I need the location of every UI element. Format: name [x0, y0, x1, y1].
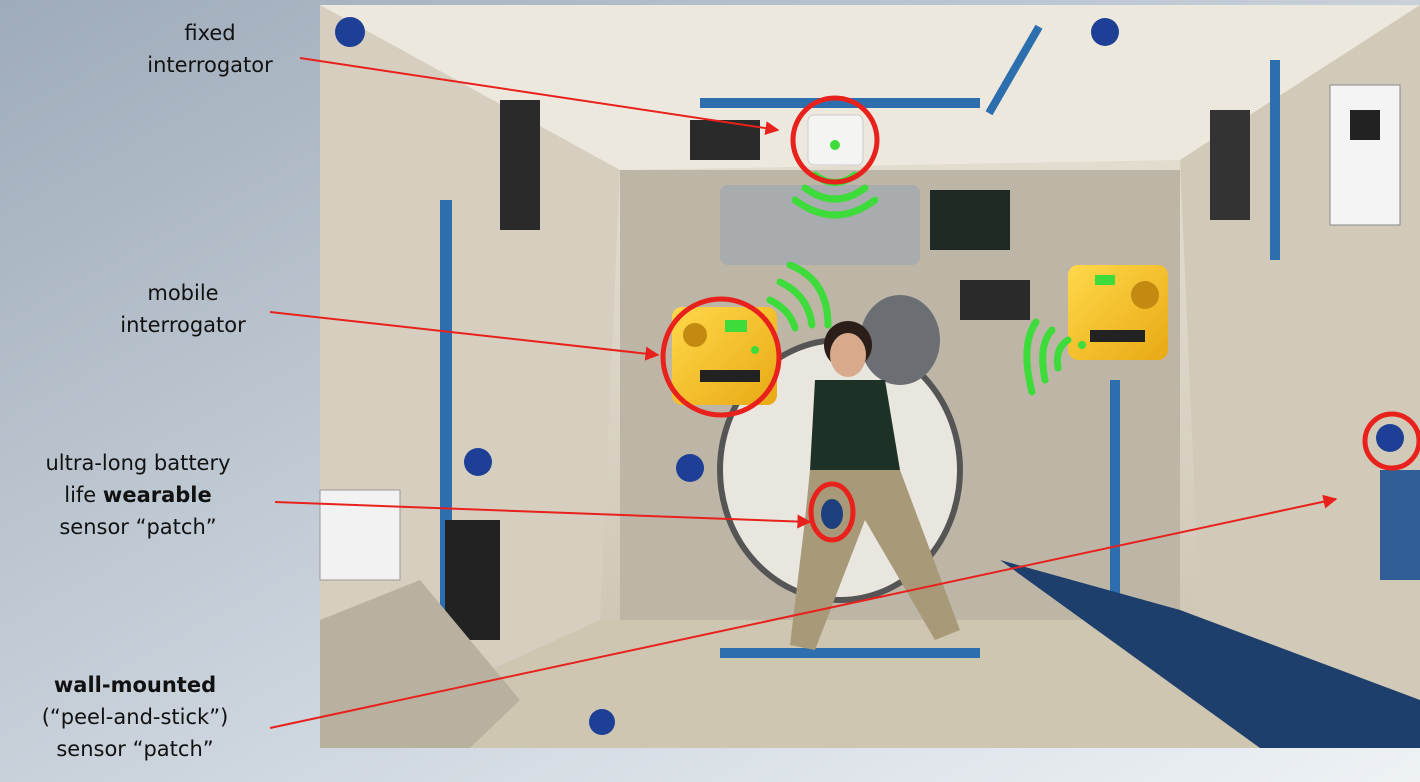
annotation-line: wall-mounted — [54, 673, 216, 697]
text: ultra-long battery — [45, 451, 230, 475]
text: sensor “patch” — [59, 515, 216, 539]
annotation-line: mobile — [147, 281, 218, 305]
annotation-line: ultra-long battery — [45, 451, 230, 475]
text: (“peel-and-stick”) — [42, 705, 229, 729]
text: fixed — [184, 21, 235, 45]
annotation-line: life wearable — [64, 483, 212, 507]
bold-text: wearable — [103, 483, 212, 507]
text: interrogator — [120, 313, 246, 337]
text: life — [64, 483, 103, 507]
annotation-line: fixed — [184, 21, 235, 45]
slide: fixed interrogator mobile interrogator ultra… — [0, 0, 1420, 782]
text: mobile — [147, 281, 218, 305]
bold-text: wall-mounted — [54, 673, 216, 697]
annotation-line: sensor “patch” — [59, 515, 216, 539]
page: fixed interrogator mobile interrogator ultra… — [0, 0, 1420, 782]
photo — [320, 5, 1420, 748]
annotation-line: interrogator — [120, 313, 246, 337]
annotation-line: interrogator — [147, 53, 273, 77]
text: interrogator — [147, 53, 273, 77]
annotation-line: sensor “patch” — [56, 737, 213, 761]
text: sensor “patch” — [56, 737, 213, 761]
annotation-line: (“peel-and-stick”) — [42, 705, 229, 729]
